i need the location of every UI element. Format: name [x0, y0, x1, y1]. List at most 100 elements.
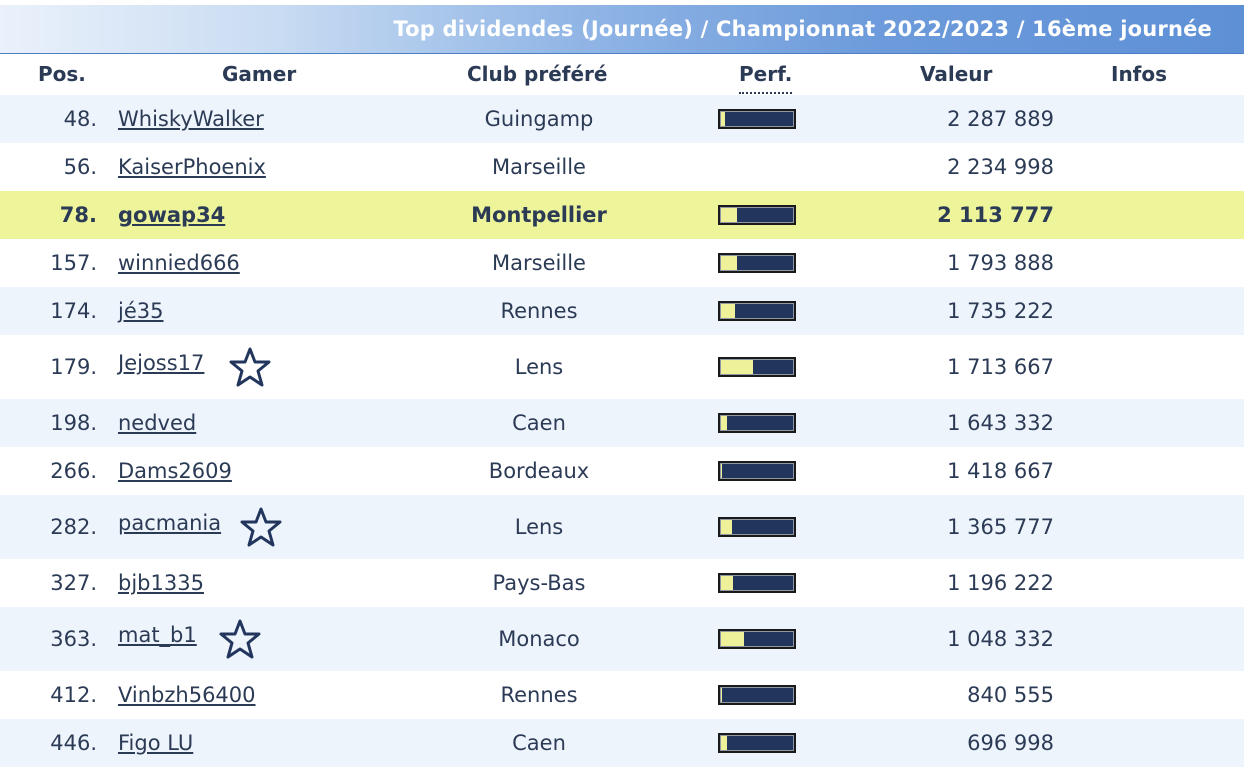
perf-bar-fill — [721, 256, 737, 270]
gamer-link[interactable]: KaiserPhoenix — [118, 155, 266, 179]
gamer-link[interactable]: Jejoss17 — [118, 351, 205, 375]
star-icon — [240, 506, 282, 548]
rank-position: 157. — [50, 251, 97, 275]
gamer-link[interactable]: jé35 — [118, 299, 164, 323]
star-icon — [229, 346, 271, 388]
perf-bar — [718, 413, 796, 433]
table-row: 198. nedved Caen 1 643 332 — [0, 399, 1244, 447]
table-row: 327. bjb1335 Pays-Bas 1 196 222 — [0, 559, 1244, 607]
valeur-value: 1 365 777 — [947, 515, 1054, 539]
column-header-infos: Infos — [1111, 62, 1168, 86]
gamer-link[interactable]: WhiskyWalker — [118, 107, 264, 131]
valeur-value: 1 793 888 — [947, 251, 1054, 275]
valeur-value: 840 555 — [967, 683, 1054, 707]
table-row: 266. Dams2609 Bordeaux 1 418 667 — [0, 447, 1244, 495]
perf-bar-fill — [721, 632, 744, 646]
perf-bar — [718, 109, 796, 129]
favorite-club: Guingamp — [484, 107, 594, 131]
rank-position: 327. — [50, 571, 97, 595]
valeur-value: 696 998 — [967, 731, 1054, 755]
rank-position: 282. — [50, 515, 97, 539]
table-row: 56. KaiserPhoenix Marseille 2 234 998 — [0, 143, 1244, 191]
table-row: 363. mat_b1 Monaco 1 048 332 — [0, 607, 1244, 671]
perf-bar — [718, 205, 796, 225]
perf-bar — [718, 357, 796, 377]
gamer-link[interactable]: winnied666 — [118, 251, 240, 275]
table-row: 179. Jejoss17 Lens 1 713 667 — [0, 335, 1244, 399]
table-row: 78. gowap34 Montpellier 2 113 777 — [0, 191, 1244, 239]
favorite-club: Marseille — [492, 251, 586, 275]
perf-bar-fill — [721, 304, 735, 318]
perf-bar — [718, 629, 796, 649]
perf-bar-fill — [721, 688, 722, 702]
column-header-club: Club préféré — [467, 62, 608, 86]
favorite-club: Monaco — [498, 627, 580, 651]
column-header-valeur: Valeur — [920, 62, 993, 86]
gamer-link[interactable]: gowap34 — [118, 203, 226, 227]
perf-bar-fill — [721, 576, 733, 590]
perf-bar — [718, 685, 796, 705]
gamer-link[interactable]: nedved — [118, 411, 197, 435]
panel-title: Top dividendes (Journée) / Championnat 2… — [393, 17, 1212, 41]
rank-position: 446. — [50, 731, 97, 755]
favorite-club: Montpellier — [471, 203, 607, 227]
rank-position: 198. — [50, 411, 97, 435]
perf-bar-fill — [721, 416, 727, 430]
perf-bar-fill — [721, 464, 722, 478]
table-row: 412. Vinbzh56400 Rennes 840 555 — [0, 671, 1244, 719]
valeur-value: 1 418 667 — [947, 459, 1054, 483]
table-row: 157. winnied666 Marseille 1 793 888 — [0, 239, 1244, 287]
perf-bar — [718, 461, 796, 481]
gamer-link[interactable]: pacmania — [118, 511, 222, 535]
gamer-link[interactable]: Figo LU — [118, 731, 194, 755]
table-row: 174. jé35 Rennes 1 735 222 — [0, 287, 1244, 335]
rank-position: 266. — [50, 459, 97, 483]
gamer-link[interactable]: mat_b1 — [118, 623, 197, 647]
gamer-link[interactable]: Dams2609 — [118, 459, 232, 483]
favorite-club: Rennes — [500, 299, 578, 323]
perf-bar-fill — [721, 736, 727, 750]
valeur-value: 1 196 222 — [947, 571, 1054, 595]
table-row: 446. Figo LU Caen 696 998 — [0, 719, 1244, 767]
table-row: 282. pacmania Lens 1 365 777 — [0, 495, 1244, 559]
star-icon — [219, 618, 261, 660]
title-bar: Top dividendes (Journée) / Championnat 2… — [0, 5, 1244, 54]
favorite-club: Pays-Bas — [492, 571, 586, 595]
favorite-club: Lens — [514, 515, 564, 539]
favorite-club: Lens — [514, 355, 564, 379]
rank-position: 412. — [50, 683, 97, 707]
perf-bar — [718, 517, 796, 537]
favorite-club: Marseille — [492, 155, 586, 179]
rank-position: 56. — [63, 155, 97, 179]
valeur-value: 2 234 998 — [947, 155, 1054, 179]
table-row: 48. WhiskyWalker Guingamp 2 287 889 — [0, 95, 1244, 143]
gamer-link[interactable]: bjb1335 — [118, 571, 204, 595]
valeur-value: 2 113 777 — [937, 203, 1054, 227]
valeur-value: 1 643 332 — [947, 411, 1054, 435]
valeur-value: 1 713 667 — [947, 355, 1054, 379]
rank-position: 78. — [59, 203, 97, 227]
valeur-value: 1 735 222 — [947, 299, 1054, 323]
column-header-perf[interactable]: Perf. — [739, 62, 793, 94]
column-header-pos: Pos. — [38, 62, 86, 86]
rank-position: 363. — [50, 627, 97, 651]
perf-bar-fill — [721, 360, 753, 374]
rank-position: 179. — [50, 355, 97, 379]
perf-bar — [718, 733, 796, 753]
perf-bar — [718, 573, 796, 593]
favorite-club: Bordeaux — [488, 459, 590, 483]
valeur-value: 1 048 332 — [947, 627, 1054, 651]
favorite-club: Caen — [512, 731, 566, 755]
rank-position: 48. — [63, 107, 97, 131]
valeur-value: 2 287 889 — [947, 107, 1054, 131]
perf-bar — [718, 253, 796, 273]
perf-bar — [718, 301, 796, 321]
perf-bar-fill — [721, 208, 737, 222]
perf-bar-fill — [721, 112, 725, 126]
column-header-gamer: Gamer — [222, 62, 297, 86]
rank-position: 174. — [50, 299, 97, 323]
perf-bar-fill — [721, 520, 732, 534]
favorite-club: Caen — [512, 411, 566, 435]
gamer-link[interactable]: Vinbzh56400 — [118, 683, 256, 707]
